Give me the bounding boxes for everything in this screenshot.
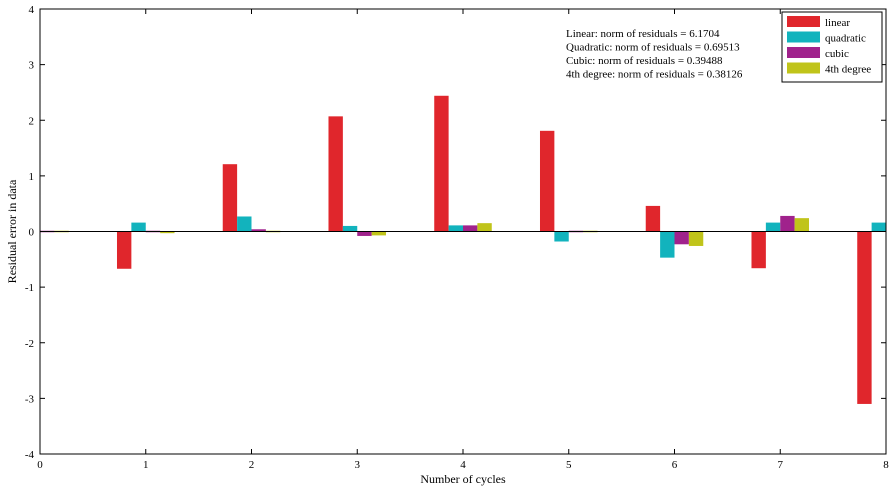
- legend: linear quadratic cubic 4th degree: [781, 11, 883, 83]
- bar-quadratic-x5: [554, 231, 569, 242]
- legend-swatch-linear: [787, 16, 820, 27]
- y-tick-label: 1: [29, 171, 35, 183]
- y-tick-label: -4: [25, 449, 35, 461]
- legend-label-quadratic: quadratic: [825, 33, 866, 45]
- bar-cubic-x7: [780, 215, 795, 232]
- bar-linear-x3: [328, 116, 343, 232]
- y-tick-label: 3: [29, 60, 35, 72]
- bar-linear-x8: [857, 231, 872, 404]
- bar-quadratic-x4: [448, 225, 463, 232]
- annotation-quadratic-norm: Quadratic: norm of residuals = 0.69513: [566, 42, 740, 54]
- legend-swatch-4th-degree: [787, 62, 820, 74]
- bar-quadratic-x7: [765, 222, 781, 232]
- annotation-linear-norm: Linear: norm of residuals = 6.1704: [566, 28, 720, 40]
- x-tick-label: 4: [460, 459, 466, 471]
- bar-4th-degree-x7: [794, 218, 810, 232]
- x-tick-label: 2: [249, 459, 255, 471]
- bar-quadratic-x3: [342, 225, 358, 232]
- bar-cubic-x4: [463, 225, 478, 232]
- annotation-4th-degree-norm: 4th degree: norm of residuals = 0.38126: [566, 69, 743, 81]
- bar-linear-x2: [222, 164, 238, 232]
- x-tick-label: 3: [355, 459, 361, 471]
- bar-quadratic-x8: [871, 222, 886, 232]
- legend-label-linear: linear: [825, 17, 850, 29]
- ticks-layer: 0 1 2 3 4 5 6 7 8 -4 -3 -2 -1 0 1 2 3 4: [25, 4, 889, 471]
- bar-linear-x1: [116, 231, 132, 269]
- y-tick-label: 4: [29, 4, 35, 16]
- y-tick-label: 0: [29, 227, 35, 239]
- legend-label-cubic: cubic: [825, 48, 849, 60]
- bar-quadratic-x2: [237, 216, 252, 232]
- y-tick-label: -1: [25, 282, 34, 294]
- annotation-cubic-norm: Cubic: norm of residuals = 0.39488: [566, 55, 723, 67]
- legend-swatch-quadratic: [787, 31, 820, 43]
- y-tick-label: -3: [25, 393, 35, 405]
- bar-quadratic-x6: [660, 231, 675, 258]
- x-tick-label: 5: [566, 459, 572, 471]
- y-tick-label: -2: [25, 338, 34, 350]
- x-tick-label: 7: [778, 459, 784, 471]
- bar-quadratic-x1: [131, 222, 146, 232]
- bar-cubic-x2: [251, 229, 266, 232]
- y-tick-label: 2: [29, 115, 35, 127]
- x-tick-label: 1: [143, 459, 149, 471]
- bar-linear-x7: [751, 231, 766, 269]
- bar-linear-x6: [645, 205, 661, 232]
- x-tick-label: 0: [37, 459, 43, 471]
- bar-4th-degree-x6: [688, 231, 704, 246]
- bar-4th-degree-x1: [160, 231, 175, 234]
- x-tick-label: 6: [672, 459, 678, 471]
- bars-layer: [40, 95, 886, 404]
- x-tick-label: 8: [883, 459, 889, 471]
- legend-swatch-cubic: [787, 47, 820, 58]
- annotation-block: Linear: norm of residuals = 6.1704 Quadr…: [566, 28, 743, 81]
- bar-4th-degree-x3: [371, 231, 387, 236]
- bar-4th-degree-x4: [477, 223, 492, 232]
- bar-cubic-x3: [357, 231, 372, 236]
- bar-linear-x5: [539, 130, 555, 232]
- legend-label-4th-degree: 4th degree: [825, 64, 871, 76]
- x-axis-label: Number of cycles: [420, 472, 506, 486]
- bar-linear-x4: [434, 95, 449, 232]
- y-axis-label: Residual error in data: [5, 179, 19, 283]
- bar-cubic-x6: [674, 231, 689, 245]
